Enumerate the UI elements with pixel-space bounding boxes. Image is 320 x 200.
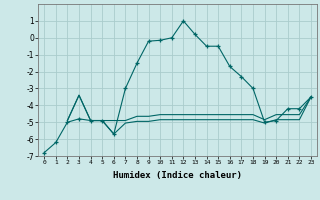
X-axis label: Humidex (Indice chaleur): Humidex (Indice chaleur) [113, 171, 242, 180]
